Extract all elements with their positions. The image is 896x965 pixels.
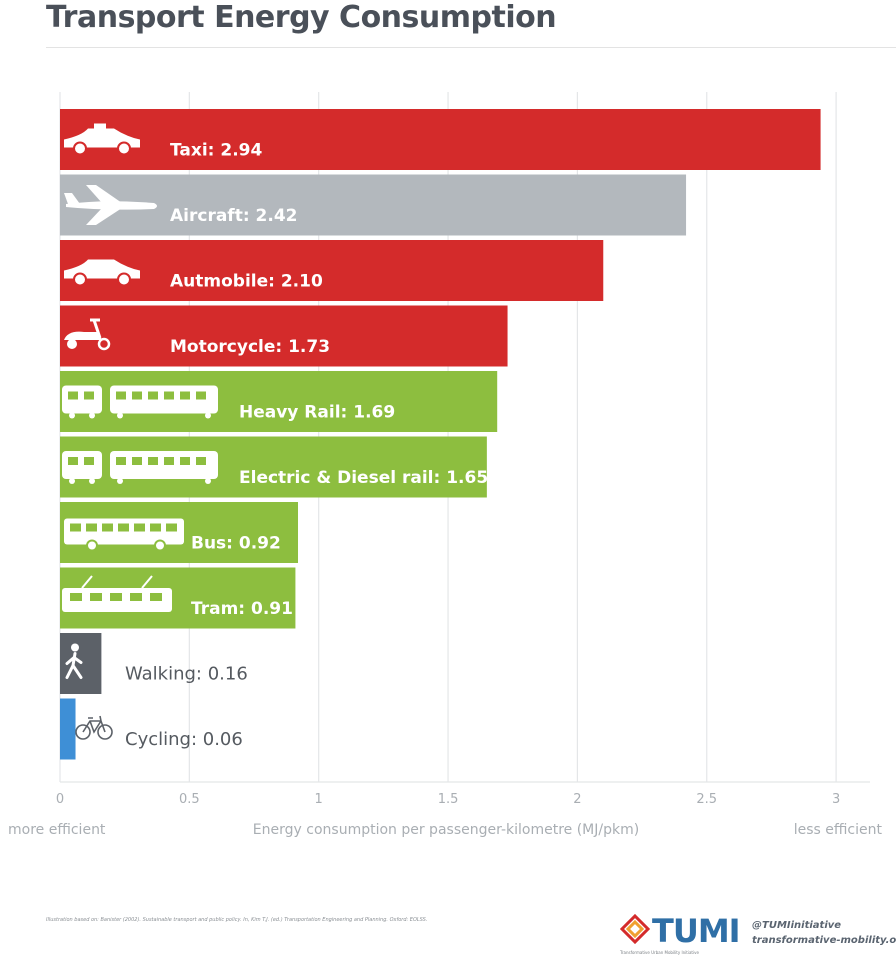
walking-icon [65,643,83,679]
title-divider [46,47,896,48]
taxi-icon [64,123,140,156]
bar-data-label: Cycling: 0.06 [125,729,243,750]
car-icon [64,259,140,287]
x-tick-label: 0.5 [179,792,200,807]
bus-icon [64,518,184,552]
bar-data-label: Autmobile: 2.10 [170,272,323,292]
x-tick-label: 1.5 [438,792,459,807]
bar-row: Tram: 0.91 [60,567,296,629]
bar[interactable] [60,305,508,367]
bar-row: Aircraft: 2.42 [60,174,687,236]
bar-chart: Taxi: 2.94 Aircraft: 2.42 Autmobile: 2.10 M… [8,92,883,838]
bicycle-icon [75,715,113,740]
tumi-logo[interactable]: TUMI Transformative Urban Mobility Initi… [620,910,741,960]
bar-data-label: Electric & Diesel rail: 1.65 [239,468,488,488]
logo-text: TUMI [652,912,741,950]
attribution-note: Illustration based on: Banister (2002). … [46,917,428,923]
bar-data-label: Heavy Rail: 1.69 [239,403,395,423]
bar-row: Electric & Diesel rail: 1.65 [60,436,488,498]
x-axis-label: Energy consumption per passenger-kilomet… [253,822,639,838]
social-handle[interactable]: @TUMIinitiative [752,920,842,931]
bar[interactable] [60,240,604,301]
bar-row: Autmobile: 2.10 [60,240,604,301]
tram-icon [62,575,172,612]
x-tick-label: 3 [832,792,840,807]
chart-title: Transport Energy Consumption [46,0,557,35]
tumi-logo-mark-icon [620,914,650,944]
bar-data-label: Motorcycle: 1.73 [170,337,330,357]
x-tick-label: 0 [56,792,64,807]
bar-row: Heavy Rail: 1.69 [60,371,498,432]
bar-data-label: Tram: 0.91 [191,599,293,619]
website-link[interactable]: transformative-mobility.org [752,935,896,946]
bar-row: Bus: 0.92 [60,502,299,563]
aircraft-icon [64,185,157,225]
bar-data-label: Walking: 0.16 [125,664,248,685]
more-efficient-note: more efficient [8,822,106,838]
bar-row: Taxi: 2.94 [60,109,821,170]
bar-row: Cycling: 0.06 [60,698,243,760]
x-tick-label: 2 [573,792,581,807]
less-efficient-note: less efficient [794,822,883,838]
scooter-icon [64,318,111,351]
bar[interactable] [60,109,821,170]
train-icon [62,451,218,484]
bar-data-label: Taxi: 2.94 [170,141,263,161]
heavy-rail-icon [62,385,218,419]
bar-data-label: Bus: 0.92 [191,534,281,554]
bar-data-label: Aircraft: 2.42 [170,206,297,226]
x-tick-label: 2.5 [696,792,717,807]
bar[interactable] [60,698,76,760]
x-tick-label: 1 [315,792,323,807]
bar[interactable] [60,174,687,236]
logo-subtitle: Transformative Urban Mobility Initiative [620,950,699,955]
bar-row: Motorcycle: 1.73 [60,305,508,367]
bar-row: Walking: 0.16 [60,633,248,694]
